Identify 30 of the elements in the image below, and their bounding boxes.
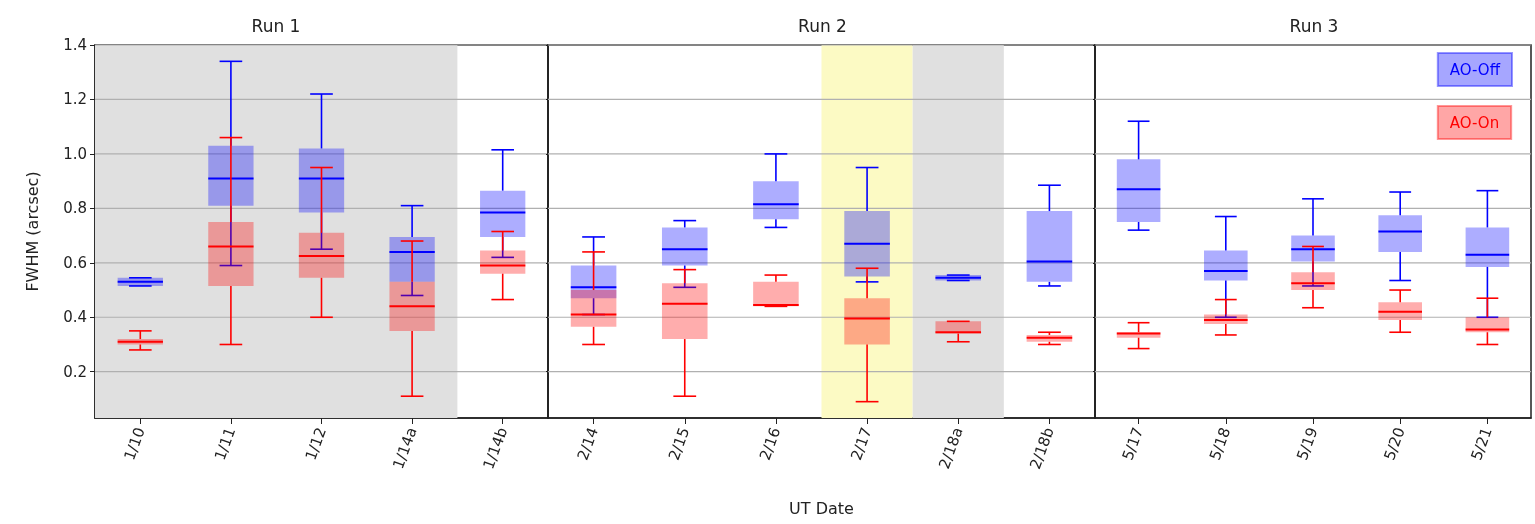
x-tick-label: 2/18a (935, 424, 967, 472)
y-tick-label: 0.4 (63, 308, 87, 327)
text: AO-On (1449, 113, 1500, 132)
y-tick-label: 1.2 (63, 90, 87, 109)
x-tick-label: 1/11 (210, 424, 240, 463)
y-tick-label: 0.2 (63, 362, 87, 381)
x-tick-label: 2/14 (573, 424, 603, 463)
chart-title: Run 2 (798, 15, 847, 36)
y-tick-label: 0.6 (63, 253, 87, 272)
x-tick-label: 1/14b (479, 424, 512, 472)
x-tick-label: 5/17 (1118, 424, 1148, 463)
x-tick-label: 5/18 (1205, 424, 1235, 463)
x-tick-label: 2/15 (664, 424, 694, 463)
y-tick-label: 1.4 (63, 36, 87, 54)
y-tick-label: 0.8 (63, 199, 87, 218)
x-tick-label: 5/21 (1467, 424, 1496, 463)
x-tick-label: 2/17 (847, 424, 876, 463)
x-tick-label: 2/18b (1026, 424, 1058, 472)
y-tick-label: 1.0 (63, 144, 87, 163)
chart-title: Run 1 (251, 15, 301, 36)
x-tick-label: 2/16 (755, 424, 785, 463)
x-tick-label: 1/10 (120, 424, 149, 463)
x-axis-title: UT Date (789, 498, 854, 518)
x-tick-label: 5/19 (1293, 424, 1322, 463)
chart-title: Run 3 (1289, 15, 1339, 36)
x-tick-label: 1/14a (388, 424, 421, 472)
y-axis-title: FWHM (arcsec) (22, 171, 42, 292)
x-tick-label: 1/12 (301, 424, 330, 463)
text: AO-Off (1449, 60, 1501, 79)
x-tick-label: 5/20 (1380, 424, 1409, 463)
